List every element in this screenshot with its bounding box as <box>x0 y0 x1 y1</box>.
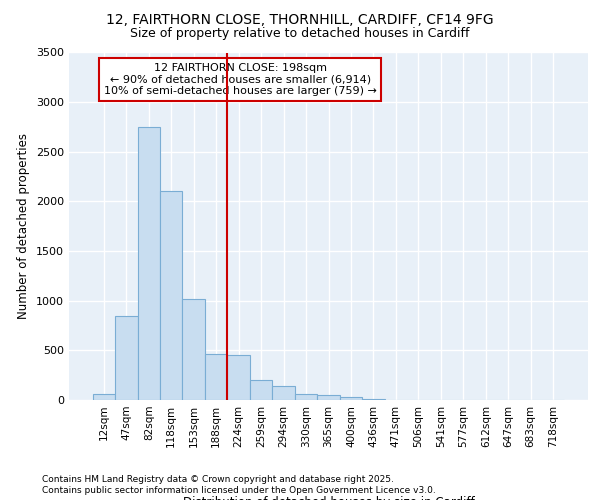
X-axis label: Distribution of detached houses by size in Cardiff: Distribution of detached houses by size … <box>182 496 475 500</box>
Bar <box>340 397 362 400</box>
Bar <box>92 394 115 400</box>
Bar <box>250 380 272 400</box>
Bar <box>295 394 317 400</box>
Bar <box>317 395 340 400</box>
Bar <box>115 316 137 400</box>
Y-axis label: Number of detached properties: Number of detached properties <box>17 133 31 320</box>
Bar <box>362 399 385 400</box>
Text: 12 FAIRTHORN CLOSE: 198sqm
← 90% of detached houses are smaller (6,914)
10% of s: 12 FAIRTHORN CLOSE: 198sqm ← 90% of deta… <box>104 63 377 96</box>
Bar <box>205 354 227 400</box>
Bar <box>272 386 295 400</box>
Bar <box>227 356 250 400</box>
Text: 12, FAIRTHORN CLOSE, THORNHILL, CARDIFF, CF14 9FG: 12, FAIRTHORN CLOSE, THORNHILL, CARDIFF,… <box>106 12 494 26</box>
Text: Contains HM Land Registry data © Crown copyright and database right 2025.: Contains HM Land Registry data © Crown c… <box>42 475 394 484</box>
Bar <box>160 192 182 400</box>
Text: Size of property relative to detached houses in Cardiff: Size of property relative to detached ho… <box>130 28 470 40</box>
Text: Contains public sector information licensed under the Open Government Licence v3: Contains public sector information licen… <box>42 486 436 495</box>
Bar <box>182 298 205 400</box>
Bar <box>137 127 160 400</box>
